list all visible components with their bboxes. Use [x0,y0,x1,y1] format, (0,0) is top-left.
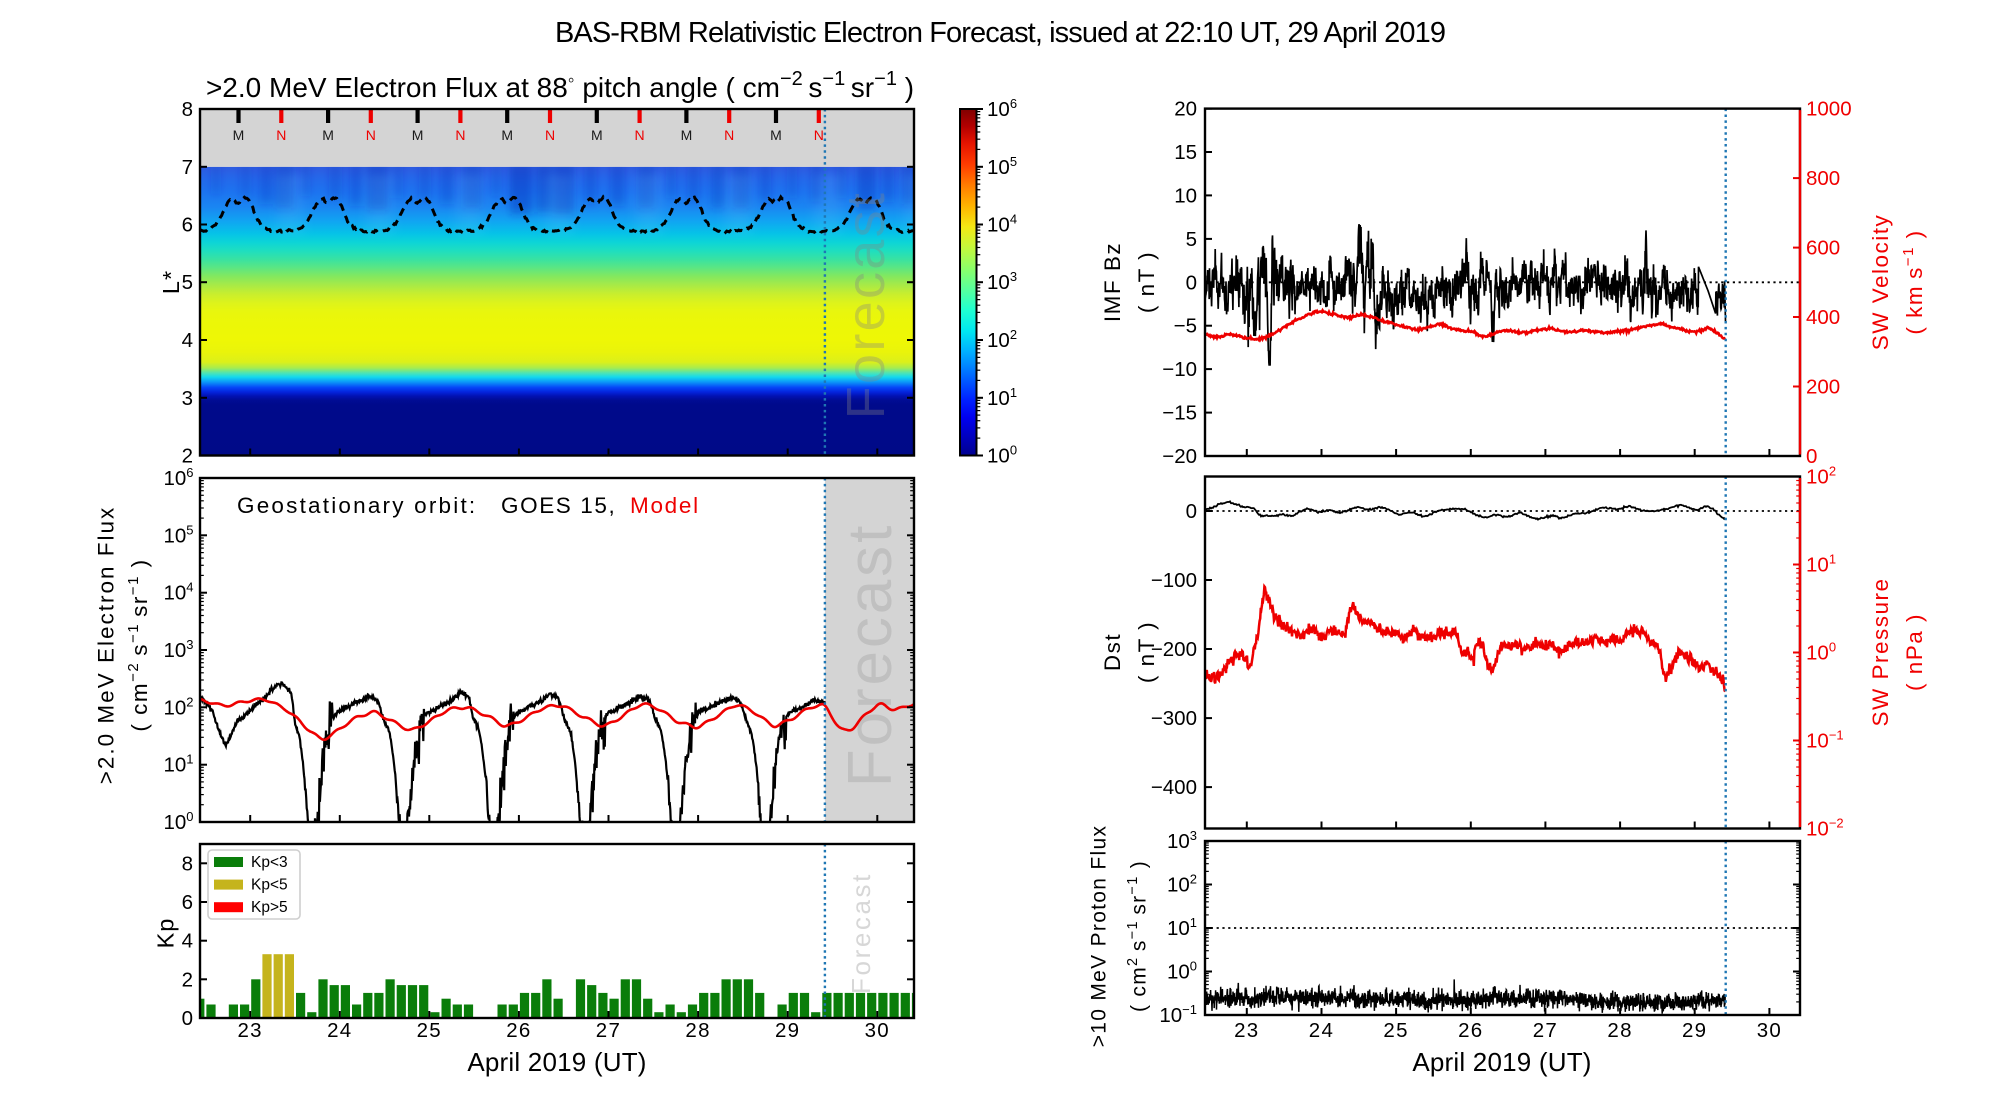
svg-text:Dst: Dst [1100,633,1125,671]
svg-text:8: 8 [182,98,193,121]
svg-text:April 2019 (UT): April 2019 (UT) [467,1047,646,1077]
svg-text:−10: −10 [1162,358,1197,381]
svg-text:BAS-RBM Relativistic Electron: BAS-RBM Relativistic Electron Forecast, … [555,17,1445,49]
svg-text:M: M [501,127,513,143]
svg-text:5: 5 [1186,228,1197,251]
svg-text:15: 15 [1174,141,1197,164]
svg-text:10−2: 10−2 [1806,816,1844,841]
svg-text:( cm2 s−1 sr−1 ): ( cm2 s−1 sr−1 ) [1125,860,1151,1012]
svg-text:Forecast: Forecast [836,191,896,419]
svg-text:0: 0 [182,1007,193,1030]
svg-text:SW Velocity: SW Velocity [1868,214,1893,351]
svg-text:20: 20 [1174,98,1197,121]
svg-text:30: 30 [865,1019,890,1042]
svg-text:26: 26 [506,1019,531,1042]
svg-text:200: 200 [1806,376,1840,399]
svg-text:23: 23 [237,1019,262,1042]
svg-text:7: 7 [182,156,193,179]
svg-text:400: 400 [1806,306,1840,329]
svg-text:M: M [322,127,334,143]
svg-text:27: 27 [1533,1019,1558,1042]
svg-text:28: 28 [685,1019,710,1042]
svg-text:5: 5 [182,271,193,294]
svg-text:800: 800 [1806,167,1840,190]
svg-text:4: 4 [182,930,193,953]
svg-text:23: 23 [1234,1019,1259,1042]
svg-text:N: N [724,127,734,143]
svg-text:−200: −200 [1151,638,1197,661]
svg-text:M: M [681,127,693,143]
svg-text:−15: −15 [1162,402,1197,425]
svg-text:2: 2 [182,968,193,991]
svg-text:600: 600 [1806,237,1840,260]
svg-text:N: N [455,127,465,143]
svg-text:April 2019 (UT): April 2019 (UT) [1412,1047,1591,1077]
svg-text:N: N [366,127,376,143]
svg-text:−100: −100 [1151,569,1197,592]
svg-text:N: N [814,127,824,143]
svg-text:>2.0 MeV Electron Flux at 88◦: >2.0 MeV Electron Flux at 88◦ pitch angl… [206,68,914,103]
svg-text:24: 24 [327,1019,352,1042]
svg-text:25: 25 [1383,1019,1408,1042]
svg-text:−300: −300 [1151,707,1197,730]
svg-text:0: 0 [1806,445,1817,468]
svg-text:>2.0 MeV Electron Flux: >2.0 MeV Electron Flux [94,506,119,784]
svg-text:( nT ): ( nT ) [1134,621,1159,683]
svg-text:Model: Model [630,493,700,518]
svg-text:3: 3 [182,387,193,410]
svg-text:Forecast: Forecast [846,872,876,994]
svg-text:GOES 15,: GOES 15, [501,493,616,518]
svg-text:>10 MeV Proton Flux: >10 MeV Proton Flux [1088,825,1111,1048]
svg-text:IMF Bz: IMF Bz [1100,242,1125,322]
svg-text:−400: −400 [1151,776,1197,799]
svg-text:M: M [412,127,424,143]
svg-text:N: N [276,127,286,143]
svg-text:−5: −5 [1174,315,1197,338]
svg-text:( km s−1 ): ( km s−1 ) [1900,229,1927,334]
svg-text:6: 6 [182,214,193,237]
svg-text:26: 26 [1458,1019,1483,1042]
svg-text:29: 29 [775,1019,800,1042]
svg-text:L*: L* [158,270,184,294]
svg-text:2: 2 [182,445,193,468]
svg-text:M: M [770,127,782,143]
svg-text:10: 10 [1174,184,1197,207]
svg-text:M: M [591,127,603,143]
svg-text:SW Pressure: SW Pressure [1868,577,1893,726]
svg-text:8: 8 [182,852,193,875]
svg-text:N: N [545,127,555,143]
svg-text:Kp: Kp [153,918,179,949]
svg-text:( nT ): ( nT ) [1134,251,1159,313]
svg-text:4: 4 [182,329,193,352]
svg-text:Geostationary orbit:: Geostationary orbit: [237,493,477,518]
svg-text:0: 0 [1186,500,1197,523]
svg-text:104: 104 [987,212,1017,237]
svg-text:29: 29 [1682,1019,1707,1042]
svg-text:M: M [233,127,245,143]
svg-text:30: 30 [1757,1019,1782,1042]
svg-text:0: 0 [1186,271,1197,294]
svg-text:Kp<5: Kp<5 [251,877,288,894]
svg-text:−20: −20 [1162,445,1197,468]
svg-text:27: 27 [596,1019,621,1042]
svg-text:N: N [635,127,645,143]
svg-text:Kp<3: Kp<3 [251,854,288,871]
svg-text:25: 25 [417,1019,442,1042]
svg-text:1000: 1000 [1806,98,1852,121]
svg-text:28: 28 [1607,1019,1632,1042]
svg-text:24: 24 [1309,1019,1334,1042]
svg-text:Kp>5: Kp>5 [251,899,288,916]
svg-text:Forecast: Forecast [836,523,905,787]
svg-text:6: 6 [182,891,193,914]
svg-text:( nPa ): ( nPa ) [1902,613,1927,691]
